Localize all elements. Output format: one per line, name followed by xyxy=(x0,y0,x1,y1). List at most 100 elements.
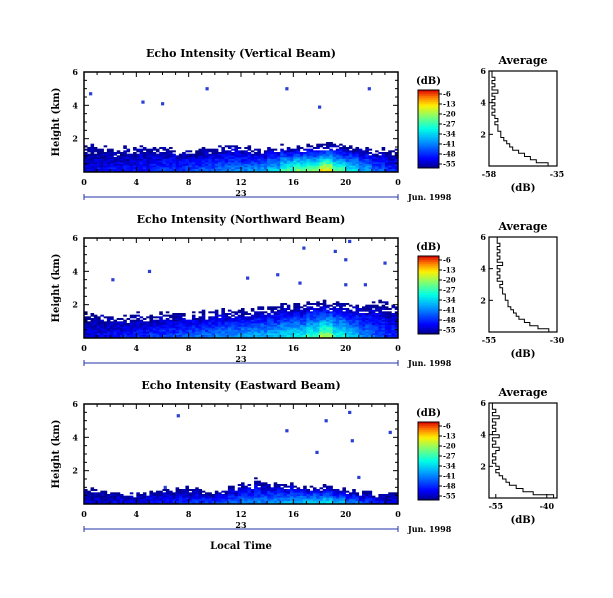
echo-cell xyxy=(195,333,199,335)
echo-cell xyxy=(208,497,212,500)
echo-cell xyxy=(257,148,261,151)
echo-cell xyxy=(113,326,118,329)
echo-cell xyxy=(100,492,104,495)
colorbar-band xyxy=(418,134,439,138)
echo-cell xyxy=(100,162,104,164)
echo-cell xyxy=(309,306,314,309)
echo-cell xyxy=(136,167,140,169)
colorbar-band xyxy=(418,261,439,265)
echo-cell xyxy=(155,162,160,164)
echo-cell xyxy=(384,326,389,329)
echo-cell xyxy=(175,319,180,322)
echo-cell xyxy=(335,334,340,337)
echo-cell xyxy=(352,331,356,334)
echo-cell xyxy=(352,314,356,317)
echo-cell xyxy=(326,489,330,491)
echo-cell xyxy=(201,147,206,149)
echo-cell xyxy=(378,500,382,503)
echo-cell xyxy=(283,168,288,171)
echo-cell xyxy=(309,319,314,322)
echo-cell xyxy=(260,494,265,496)
echo-cell xyxy=(116,155,121,158)
echo-cell xyxy=(388,333,392,335)
echo-cell xyxy=(303,334,307,337)
echo-cell xyxy=(375,316,379,319)
echo-cell xyxy=(381,333,386,335)
echo-cell xyxy=(365,324,369,327)
echo-cell xyxy=(316,152,320,154)
echo-cell xyxy=(319,143,324,146)
echo-cell xyxy=(129,497,134,500)
echo-cell xyxy=(250,334,255,337)
colorbar-band xyxy=(418,464,439,468)
echo-cell xyxy=(283,158,288,161)
echo-cell xyxy=(326,495,330,498)
echo-cell xyxy=(286,148,291,151)
echo-cell xyxy=(388,311,392,314)
echo-cell xyxy=(273,487,278,490)
echo-cell xyxy=(224,145,229,148)
echo-cell xyxy=(182,329,186,332)
echo-cell xyxy=(247,157,252,159)
echo-cell xyxy=(198,162,203,164)
echo-cell xyxy=(391,326,396,329)
echo-cell xyxy=(332,158,337,161)
echo-cell xyxy=(218,331,222,334)
echo-cell xyxy=(286,321,291,324)
echo-cell xyxy=(247,489,252,491)
echo-cell xyxy=(182,155,186,158)
echo-cell xyxy=(283,492,288,495)
echo-cell xyxy=(244,147,248,149)
echo-cell xyxy=(391,155,396,158)
echo-cell xyxy=(326,150,330,153)
echo-cell xyxy=(182,318,186,320)
echo-cell xyxy=(113,324,118,327)
echo-cell xyxy=(198,323,203,325)
echo-cell xyxy=(267,492,271,495)
echo-cell xyxy=(276,311,281,314)
echo-cell xyxy=(172,492,176,495)
echo-cell xyxy=(188,497,193,500)
echo-cell xyxy=(306,309,310,312)
echo-cell xyxy=(241,333,245,335)
echo-cell xyxy=(139,167,144,169)
echo-cell xyxy=(165,324,170,327)
colorbar-band xyxy=(418,144,439,147)
echo-cell xyxy=(378,495,382,498)
echo-cell xyxy=(87,168,91,171)
echo-cell xyxy=(335,331,340,334)
echo-cell xyxy=(218,333,222,335)
echo-cell xyxy=(293,153,297,156)
echo-cell xyxy=(312,316,317,319)
echo-cell xyxy=(290,334,294,337)
echo-cell xyxy=(270,148,275,151)
echo-cell xyxy=(270,314,275,317)
echo-cell xyxy=(126,333,131,335)
echo-cell xyxy=(270,321,275,324)
echo-cell xyxy=(362,328,366,330)
echo-cell xyxy=(129,160,134,163)
echo-cell xyxy=(155,499,160,501)
echo-cell xyxy=(365,306,369,309)
echo-cell xyxy=(329,167,333,169)
echo-cell xyxy=(103,153,108,156)
echo-cell xyxy=(254,314,258,317)
echo-cell xyxy=(303,148,307,151)
echo-cell xyxy=(123,314,127,317)
echo-cell xyxy=(100,495,104,498)
echo-cell xyxy=(237,497,242,500)
echo-cell xyxy=(378,152,382,154)
echo-cell xyxy=(152,500,157,503)
sparse-echo-cell xyxy=(205,87,209,91)
echo-cell xyxy=(384,500,389,503)
echo-cell xyxy=(198,497,203,500)
echo-cell xyxy=(263,152,268,154)
echo-cell xyxy=(286,329,291,332)
echo-cell xyxy=(270,492,275,495)
echo-cell xyxy=(283,484,288,486)
echo-cell xyxy=(306,333,310,335)
echo-cell xyxy=(381,168,386,171)
echo-cell xyxy=(218,492,222,495)
echo-cell xyxy=(234,313,239,315)
echo-cell xyxy=(332,497,337,500)
